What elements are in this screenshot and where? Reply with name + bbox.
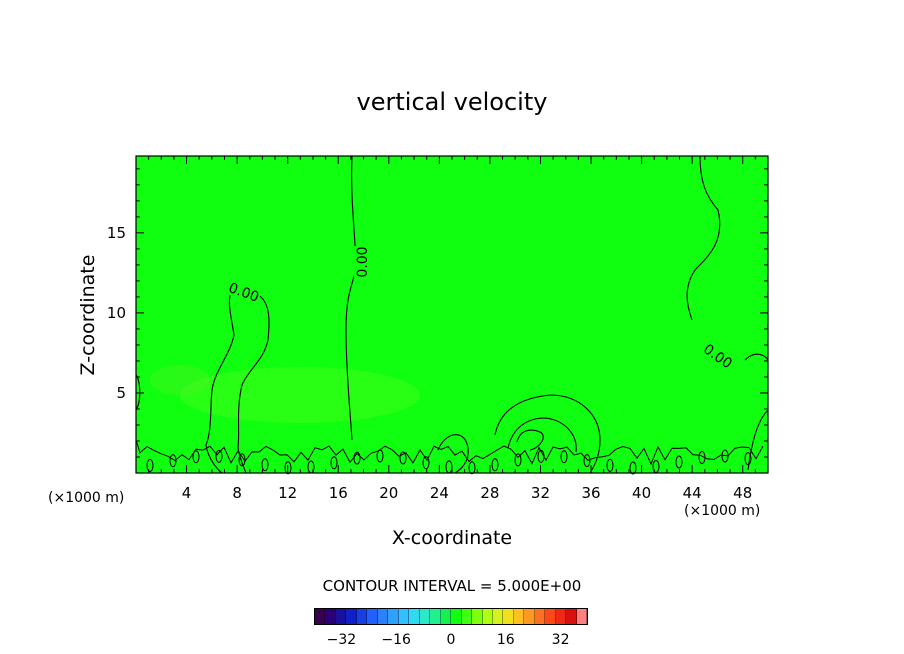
- contour-cell: [744, 452, 752, 466]
- y-tick-label: 15: [107, 224, 126, 242]
- contour-line: [516, 429, 544, 451]
- contour-cell: [330, 456, 338, 470]
- x-tick-label: 36: [581, 484, 600, 502]
- x-tick-label: 40: [632, 484, 651, 502]
- contour-cell: [146, 459, 154, 472]
- x-tick-label: 28: [480, 484, 499, 502]
- contour-cell: [399, 451, 407, 465]
- y-axis-label: Z-coordinate: [77, 254, 99, 376]
- contour-label-bg: [226, 279, 262, 305]
- contour-cell: [606, 458, 614, 472]
- field-shade: [150, 365, 210, 395]
- x-tick-label: 4: [182, 484, 192, 502]
- contour-cell: [376, 449, 384, 463]
- x-unit-label-right: (×1000 m): [684, 503, 761, 519]
- contour-line: [437, 434, 469, 474]
- contour-cell: [537, 449, 545, 463]
- colorbar-swatch: [451, 609, 462, 624]
- colorbar-swatch: [461, 609, 473, 624]
- colorbar-swatch: [534, 609, 546, 624]
- contour-cell: [698, 451, 706, 464]
- contour-cell: [215, 449, 223, 463]
- colorbar-swatch: [409, 609, 420, 624]
- colorbar-swatch: [492, 609, 504, 624]
- colorbar-swatch: [356, 609, 368, 624]
- colorbar-swatch: [388, 609, 399, 624]
- contour-line: [237, 295, 270, 474]
- contour-cell: [353, 451, 361, 465]
- contour-line-surface: [135, 439, 764, 466]
- colorbar-swatch: [524, 609, 535, 624]
- x-tick-label: 16: [329, 484, 348, 502]
- chart-title: vertical velocity: [356, 88, 548, 116]
- x-tick-label: 44: [683, 484, 702, 502]
- colorbar-swatch: [367, 609, 378, 624]
- contour-cell: [284, 461, 292, 475]
- contour-line: [744, 353, 769, 361]
- colorbar-tick-label: −16: [381, 632, 411, 648]
- colorbar-tick-label: 0: [446, 632, 456, 648]
- contour-cell: [169, 454, 177, 468]
- colorbar: [314, 608, 588, 625]
- colorbar-swatch: [545, 609, 556, 624]
- contour-cell: [514, 453, 522, 467]
- contour-cell: [675, 455, 683, 469]
- contour-cell: [629, 461, 637, 475]
- contour-line: [205, 289, 235, 474]
- x-tick-label: 24: [430, 484, 449, 502]
- x-tick-label: 32: [531, 484, 550, 502]
- colorbar-swatch: [419, 609, 431, 624]
- colorbar-swatch: [513, 609, 525, 624]
- colorbar-swatch: [576, 609, 588, 624]
- contour-line: [747, 409, 769, 471]
- colorbar-tick-label: −32: [326, 632, 357, 648]
- x-tick-label: 20: [379, 484, 398, 502]
- contour-label-bg: [700, 340, 736, 372]
- colorbar-swatch: [335, 609, 347, 624]
- contour-line: [345, 155, 357, 441]
- x-unit-label-left: (×1000 m): [48, 490, 125, 506]
- x-axis-label: X-coordinate: [391, 527, 513, 549]
- contour-label-bg: [354, 246, 370, 278]
- contour-cell: [238, 453, 246, 467]
- contour-cell: [192, 450, 200, 464]
- x-tick-label: 12: [278, 484, 297, 502]
- contour-cell: [422, 456, 430, 470]
- contour-cell: [261, 458, 269, 472]
- colorbar-swatch: [377, 609, 389, 624]
- colorbar-swatch: [482, 609, 493, 624]
- x-tick-label: 8: [232, 484, 242, 502]
- colorbar-swatch: [555, 609, 567, 624]
- contour-line: [686, 155, 721, 321]
- y-tick-label: 10: [107, 304, 126, 322]
- contour-cell: [583, 454, 591, 468]
- colorbar-swatch: [315, 609, 326, 624]
- colorbar-swatch: [503, 609, 514, 624]
- contour-cell: [560, 450, 568, 464]
- contour-cell: [491, 458, 499, 472]
- contour-cell: [721, 449, 729, 463]
- colorbar-swatch: [346, 609, 357, 624]
- field-shade: [180, 367, 420, 423]
- colorbar-swatch: [430, 609, 441, 624]
- contour-cell: [468, 461, 476, 475]
- colorbar-swatch: [472, 609, 483, 624]
- contour-line: [507, 417, 577, 453]
- colorbar-swatch: [440, 609, 452, 624]
- colorbar-swatch: [398, 609, 410, 624]
- y-tick-label: 5: [116, 384, 126, 402]
- field-fill: [136, 156, 768, 473]
- contour-label: 0.00: [355, 246, 371, 277]
- colorbar-tick-label: 32: [551, 632, 570, 648]
- colorbar-tick-label: 16: [496, 632, 515, 648]
- colorbar-swatch: [325, 609, 336, 624]
- colorbar-swatch: [566, 609, 577, 624]
- contour-interval-note: CONTOUR INTERVAL = 5.000E+00: [322, 577, 582, 595]
- x-tick-label: 48: [733, 484, 752, 502]
